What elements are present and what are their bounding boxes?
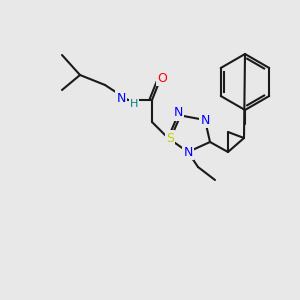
Text: N: N	[173, 106, 183, 119]
Text: O: O	[157, 71, 167, 85]
Text: H: H	[130, 99, 138, 109]
Text: N: N	[117, 92, 126, 104]
Text: N: N	[183, 146, 193, 158]
Text: S: S	[166, 131, 174, 145]
Text: N: N	[200, 113, 210, 127]
